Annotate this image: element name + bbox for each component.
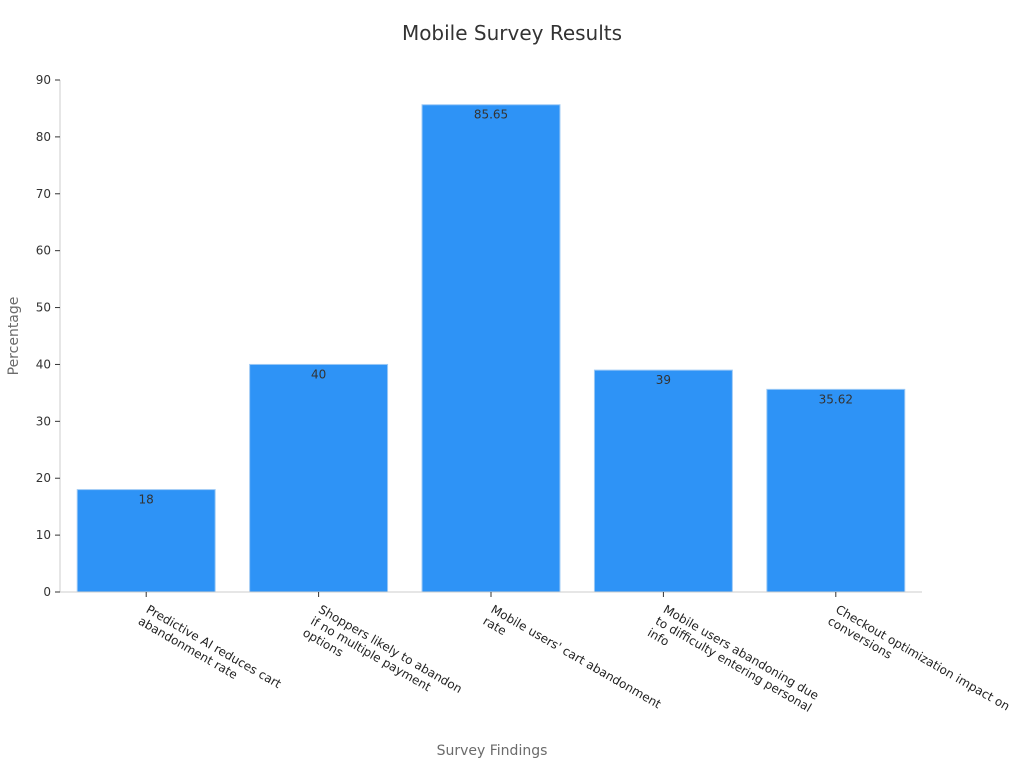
y-tick-label: 10 bbox=[36, 528, 51, 542]
bar bbox=[249, 363, 389, 593]
y-tick-label: 30 bbox=[36, 414, 51, 428]
data-label: 18 bbox=[139, 493, 154, 507]
y-tick-label: 80 bbox=[36, 130, 51, 144]
bar bbox=[421, 104, 561, 593]
bar bbox=[76, 489, 216, 593]
y-axis: 0 10 20 30 40 50 60 70 80 90 bbox=[36, 73, 61, 599]
y-tick-label: 40 bbox=[36, 357, 51, 371]
bar bbox=[766, 388, 906, 593]
data-label: 35.62 bbox=[819, 392, 853, 406]
y-tick-label: 70 bbox=[36, 187, 51, 201]
x-tick-label-line: Mobile users' cart abandonment bbox=[489, 602, 664, 711]
y-tick-label: 0 bbox=[43, 585, 51, 599]
y-tick-label: 90 bbox=[36, 73, 51, 87]
x-tick-label-line: Checkout optimization impact on bbox=[833, 602, 1012, 713]
data-label: 39 bbox=[656, 373, 671, 387]
y-tick-label: 60 bbox=[36, 244, 51, 258]
y-axis-title: Percentage bbox=[6, 297, 22, 376]
bar bbox=[593, 369, 733, 593]
data-label: 85.65 bbox=[474, 108, 508, 122]
y-tick-label: 20 bbox=[36, 471, 51, 485]
y-tick-label: 50 bbox=[36, 301, 51, 315]
x-tick-label: Checkout optimization impact onconversio… bbox=[825, 602, 1012, 713]
bars-group: 18 40 85.65 39 35.62 bbox=[76, 104, 906, 593]
x-tick-label-line: to difficulty entering personal bbox=[653, 614, 814, 715]
data-label: 40 bbox=[311, 367, 326, 381]
x-axis-title: Survey Findings bbox=[437, 743, 548, 759]
chart-title: Mobile Survey Results bbox=[402, 21, 622, 45]
x-tick-label-line: Predictive AI reduces cart bbox=[144, 602, 284, 691]
x-tick-label-line: Mobile users abandoning due bbox=[661, 602, 821, 703]
